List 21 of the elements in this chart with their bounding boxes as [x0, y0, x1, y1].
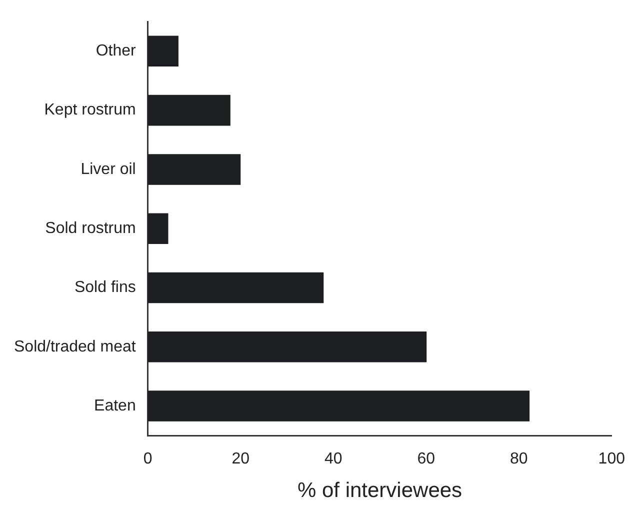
x-tick-label: 80 [510, 450, 528, 468]
y-tick-label: Kept rostrum [44, 102, 136, 119]
y-tick-label: Eaten [94, 397, 136, 414]
y-tick-label: Sold rostrum [45, 220, 136, 238]
y-tick-label: Liver oil [80, 160, 136, 178]
x-tick-label: 20 [232, 450, 250, 468]
x-tick-label: 100 [598, 450, 626, 468]
x-axis-title: % of interviewees [297, 479, 462, 502]
x-tick-label: 60 [417, 450, 436, 468]
bar [148, 213, 168, 244]
bar [148, 36, 178, 67]
bar [148, 154, 241, 185]
y-tick-label: Other [96, 42, 137, 60]
x-tick-label: 40 [324, 450, 342, 468]
y-tick-label: Sold/traded meat [14, 338, 136, 356]
y-tick-label: Sold fins [74, 279, 136, 296]
bar [148, 272, 324, 304]
bar [148, 332, 427, 362]
x-tick-label: 0 [143, 450, 152, 468]
bar [148, 390, 530, 422]
bar [148, 94, 230, 126]
